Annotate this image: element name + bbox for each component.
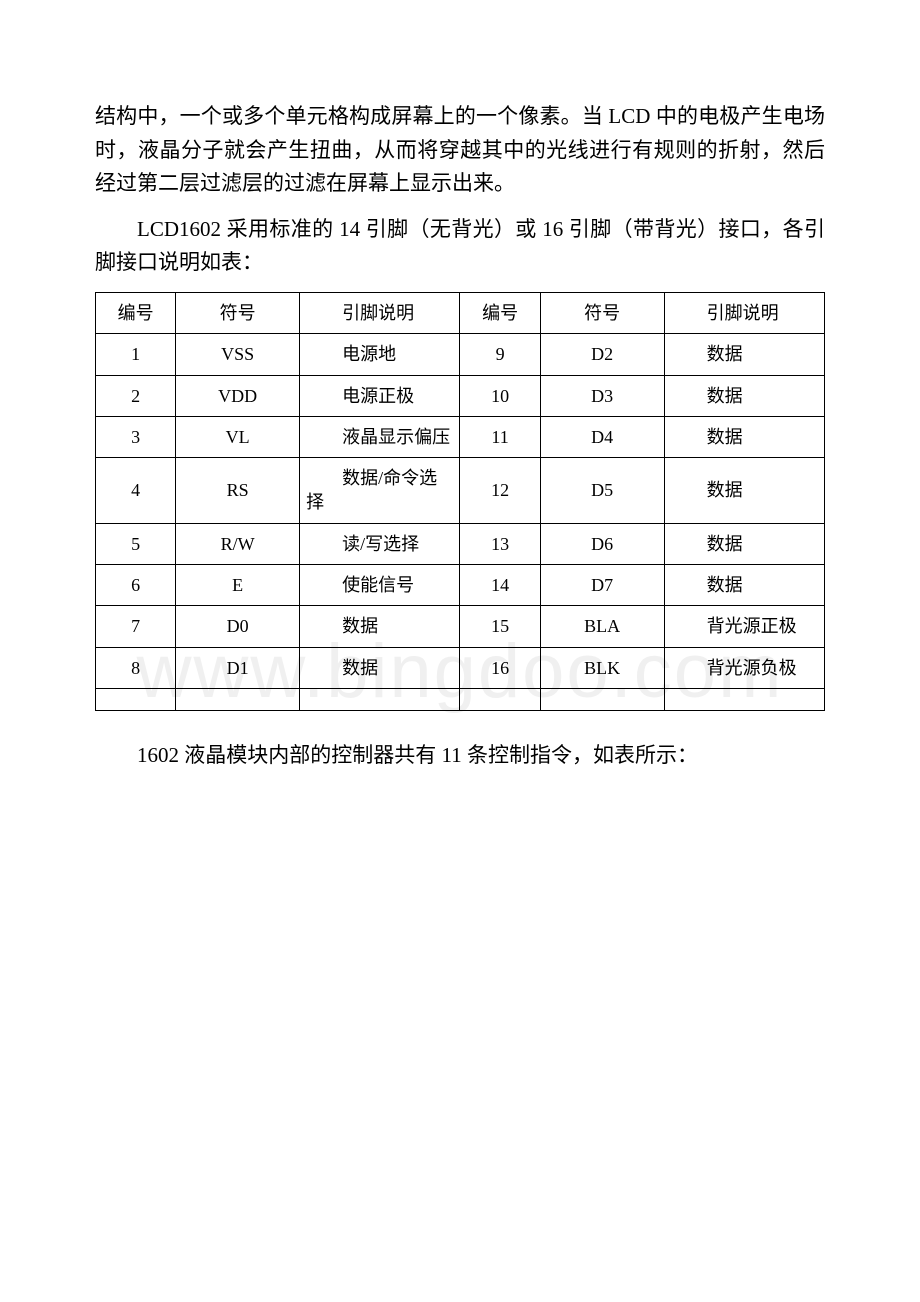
col-sym: 符号 <box>540 292 664 333</box>
cell-desc: 数据 <box>664 334 824 375</box>
pin-intro-paragraph: LCD1602 采用标准的 14 引脚（无背光）或 16 引脚（带背光）接口，各… <box>95 213 825 280</box>
cell-num: 11 <box>460 416 540 457</box>
col-num: 编号 <box>460 292 540 333</box>
cell-desc: 数据/命令选择 <box>300 458 460 524</box>
cell-sym: RS <box>176 458 300 524</box>
cell-sym: D5 <box>540 458 664 524</box>
cell-num: 13 <box>460 523 540 564</box>
table-row: 5 R/W 读/写选择 13 D6 数据 <box>96 523 825 564</box>
col-desc: 引脚说明 <box>664 292 824 333</box>
table-row: 2 VDD 电源正极 10 D3 数据 <box>96 375 825 416</box>
footer-paragraph: 1602 液晶模块内部的控制器共有 11 条控制指令，如表所示： <box>95 739 825 773</box>
cell-num: 1 <box>96 334 176 375</box>
cell-desc: 电源正极 <box>300 375 460 416</box>
cell-sym: VL <box>176 416 300 457</box>
cell-desc: 数据 <box>664 565 824 606</box>
table-empty-row <box>96 688 825 710</box>
cell-sym: VSS <box>176 334 300 375</box>
cell-sym: R/W <box>176 523 300 564</box>
cell-desc: 数据 <box>664 523 824 564</box>
cell-sym: VDD <box>176 375 300 416</box>
cell-desc: 数据 <box>300 647 460 688</box>
cell-num: 7 <box>96 606 176 647</box>
cell-sym: E <box>176 565 300 606</box>
cell-sym: D0 <box>176 606 300 647</box>
table-header-row: 编号 符号 引脚说明 编号 符号 引脚说明 <box>96 292 825 333</box>
cell-desc: 读/写选择 <box>300 523 460 564</box>
table-row: 1 VSS 电源地 9 D2 数据 <box>96 334 825 375</box>
pin-table: 编号 符号 引脚说明 编号 符号 引脚说明 1 VSS 电源地 9 D2 数据 … <box>95 292 825 711</box>
table-row: 3 VL 液晶显示偏压 11 D4 数据 <box>96 416 825 457</box>
cell-sym: D3 <box>540 375 664 416</box>
cell-num: 8 <box>96 647 176 688</box>
cell-sym: D2 <box>540 334 664 375</box>
cell-desc: 数据 <box>664 458 824 524</box>
cell-num: 5 <box>96 523 176 564</box>
page-content: 结构中，一个或多个单元格构成屏幕上的一个像素。当 LCD 中的电极产生电场时，液… <box>95 100 825 773</box>
table-row: 4 RS 数据/命令选择 12 D5 数据 <box>96 458 825 524</box>
cell-num: 4 <box>96 458 176 524</box>
cell-num: 16 <box>460 647 540 688</box>
cell-desc: 数据 <box>664 416 824 457</box>
cell-num: 10 <box>460 375 540 416</box>
cell-desc: 数据 <box>300 606 460 647</box>
cell-desc: 电源地 <box>300 334 460 375</box>
table-row: 7 D0 数据 15 BLA 背光源正极 <box>96 606 825 647</box>
col-sym: 符号 <box>176 292 300 333</box>
cell-sym: D1 <box>176 647 300 688</box>
cell-num: 9 <box>460 334 540 375</box>
intro-paragraph: 结构中，一个或多个单元格构成屏幕上的一个像素。当 LCD 中的电极产生电场时，液… <box>95 100 825 201</box>
cell-num: 2 <box>96 375 176 416</box>
cell-sym: D7 <box>540 565 664 606</box>
cell-desc: 液晶显示偏压 <box>300 416 460 457</box>
cell-desc: 数据 <box>664 375 824 416</box>
cell-desc: 背光源负极 <box>664 647 824 688</box>
table-row: 6 E 使能信号 14 D7 数据 <box>96 565 825 606</box>
cell-desc: 背光源正极 <box>664 606 824 647</box>
cell-sym: BLA <box>540 606 664 647</box>
cell-num: 14 <box>460 565 540 606</box>
cell-sym: D6 <box>540 523 664 564</box>
cell-num: 6 <box>96 565 176 606</box>
cell-num: 3 <box>96 416 176 457</box>
cell-desc: 使能信号 <box>300 565 460 606</box>
col-desc: 引脚说明 <box>300 292 460 333</box>
col-num: 编号 <box>96 292 176 333</box>
table-row: 8 D1 数据 16 BLK 背光源负极 <box>96 647 825 688</box>
cell-sym: BLK <box>540 647 664 688</box>
cell-num: 12 <box>460 458 540 524</box>
cell-num: 15 <box>460 606 540 647</box>
cell-sym: D4 <box>540 416 664 457</box>
